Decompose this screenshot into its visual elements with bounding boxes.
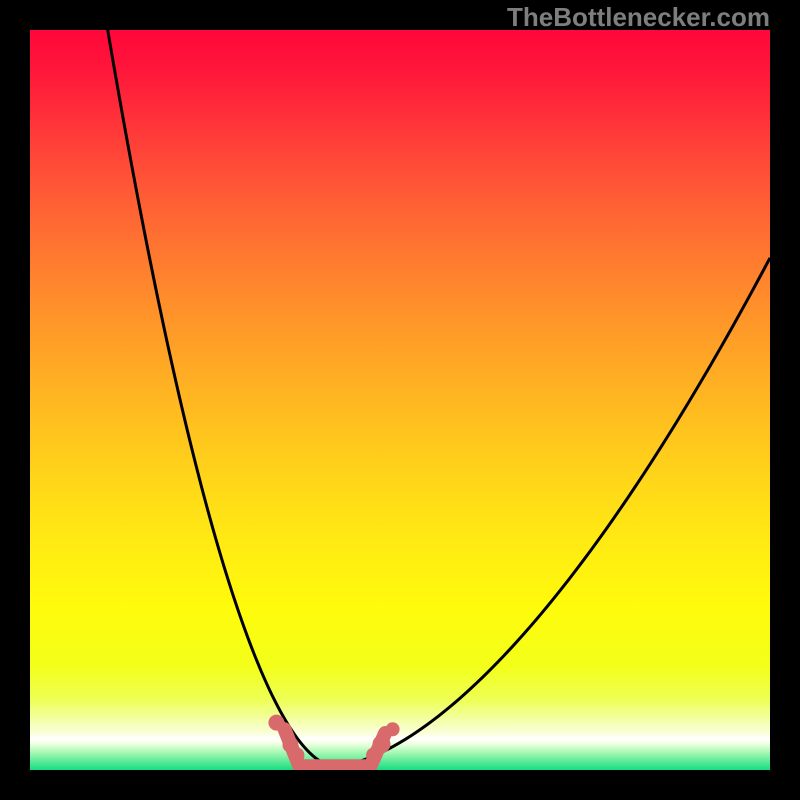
plot-area [30, 30, 770, 770]
gradient-background [30, 30, 770, 770]
bottleneck-chart [0, 0, 800, 800]
highlight-dot [268, 715, 284, 731]
watermark-text: TheBottlenecker.com [507, 2, 770, 33]
highlight-dot [288, 747, 304, 763]
highlight-dot [386, 722, 400, 736]
highlight-dot [373, 735, 391, 753]
